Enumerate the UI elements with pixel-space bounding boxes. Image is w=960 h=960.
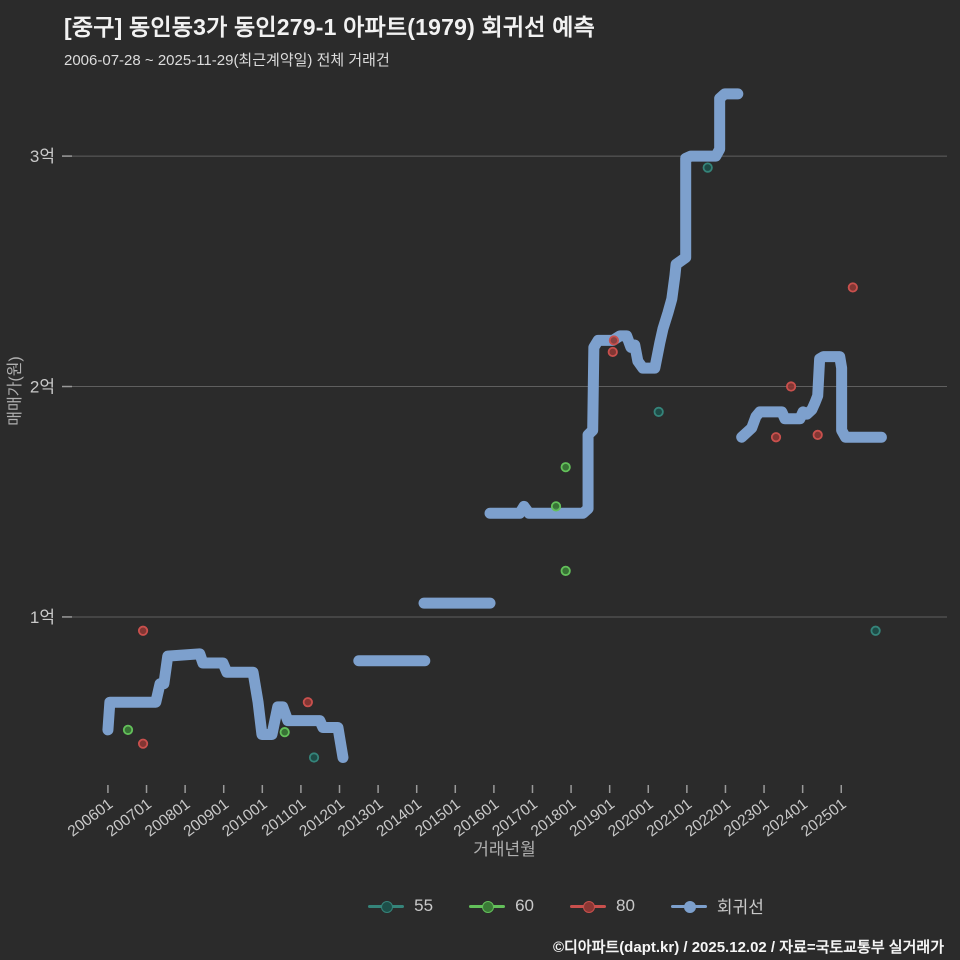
data-point-60[interactable] (122, 724, 134, 735)
regression-line-segment[interactable] (484, 88, 744, 519)
legend-label: 회귀선 (716, 898, 764, 917)
data-point-80[interactable] (137, 738, 149, 749)
regression-line-segment[interactable] (102, 648, 349, 764)
data-point-55[interactable] (870, 625, 881, 636)
chart-legend: 55 60 80 회귀선 (86, 893, 960, 918)
regression-line-segment[interactable] (736, 351, 887, 443)
data-point-60[interactable] (279, 727, 290, 738)
y-tick-label: 2억 (30, 378, 55, 397)
x-axis-title: 거래년월 (473, 840, 536, 859)
red-line-dot-icon (570, 900, 606, 913)
legend-item-regression[interactable]: 회귀선 (670, 893, 764, 918)
date-range-subtitle: 2006-07-28 ~ 2025-11-29(최근계약일) 전체 거래건 (64, 52, 390, 69)
legend-item-60[interactable]: 60 (469, 896, 534, 916)
data-point-80[interactable] (785, 381, 797, 392)
legend-item-55[interactable]: 55 (368, 896, 433, 916)
data-point-80[interactable] (137, 625, 149, 636)
y-tick-label: 3억 (30, 147, 55, 166)
data-point-80[interactable] (847, 282, 858, 293)
data-point-60[interactable] (560, 462, 571, 473)
chart-header: [중구] 동인동3가 동인279-1 아파트(1979) 회귀선 예측 2006… (64, 8, 944, 70)
data-point-60[interactable] (550, 501, 562, 512)
y-tick-label: 1억 (30, 608, 55, 627)
data-point-80[interactable] (812, 429, 823, 441)
data-point-60[interactable] (560, 565, 571, 576)
data-point-80[interactable] (607, 346, 618, 358)
data-point-55[interactable] (702, 162, 713, 173)
green-line-dot-icon (469, 900, 506, 913)
teal-line-dot-icon (368, 900, 405, 913)
data-point-55[interactable] (308, 752, 320, 763)
legend-item-80[interactable]: 80 (570, 896, 635, 916)
legend-label: 55 (414, 895, 434, 915)
data-point-55[interactable] (653, 406, 664, 417)
copyright-source-text: ©디아파트(dapt.kr) / 2025.12.02 / 자료=국토교통부 실… (552, 939, 944, 956)
legend-label: 60 (515, 895, 534, 915)
data-point-80[interactable] (608, 335, 620, 346)
y-axis-title: 매매가(원) (7, 356, 24, 426)
legend-label: 80 (616, 895, 635, 915)
blue-line-dot-icon (670, 900, 707, 913)
data-point-80[interactable] (770, 432, 782, 443)
data-point-80[interactable] (302, 697, 313, 708)
page-title: [중구] 동인동3가 동인279-1 아파트(1979) 회귀선 예측 (64, 14, 595, 40)
